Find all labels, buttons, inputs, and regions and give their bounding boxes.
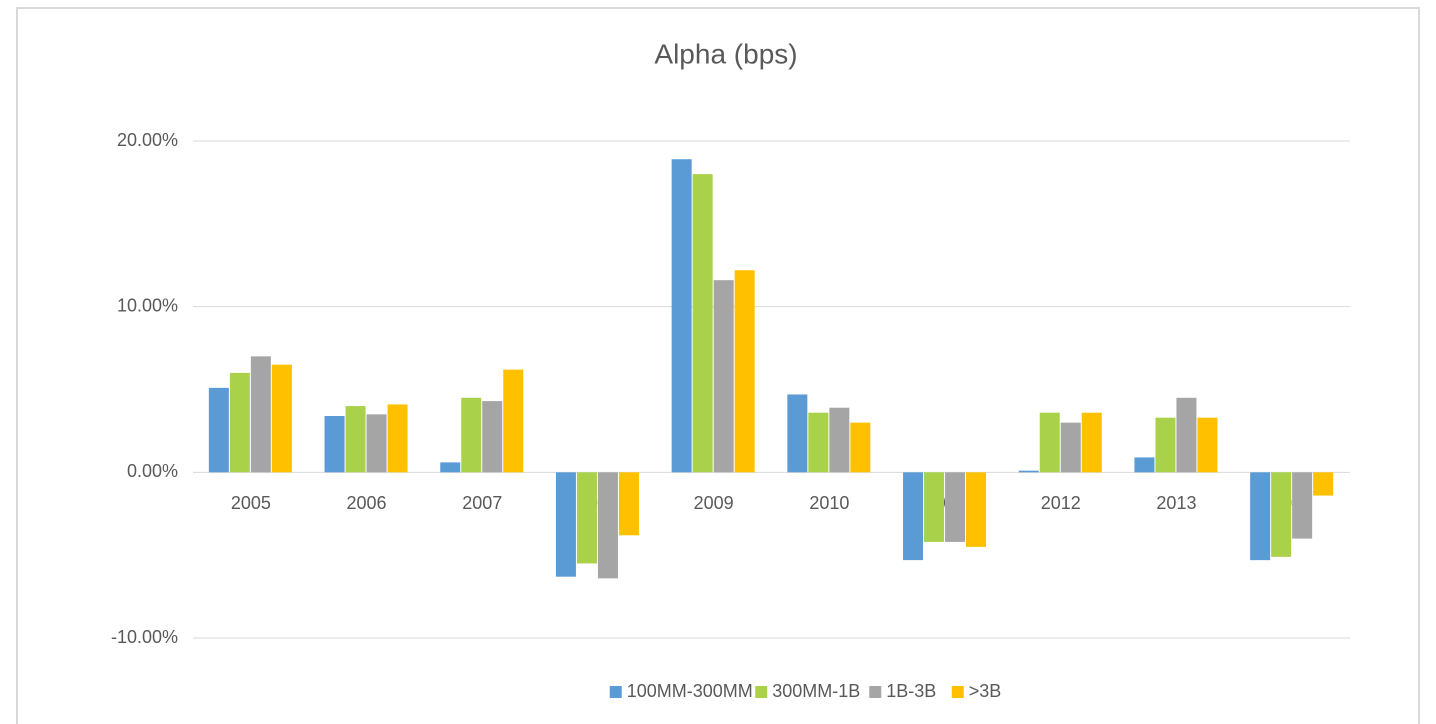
bar bbox=[229, 372, 250, 473]
bar bbox=[1250, 472, 1271, 561]
bar bbox=[808, 412, 829, 473]
bar bbox=[618, 472, 639, 536]
bar bbox=[250, 356, 271, 473]
chart-title: Alpha (bps) bbox=[654, 38, 797, 69]
bar bbox=[850, 422, 871, 473]
y-tick-label: 0.00% bbox=[127, 461, 178, 481]
bar bbox=[576, 472, 597, 564]
bar bbox=[324, 416, 345, 473]
x-tick-label: 2010 bbox=[809, 493, 849, 513]
bar bbox=[1155, 417, 1176, 473]
bar bbox=[734, 270, 755, 473]
x-tick-label: 2012 bbox=[1041, 493, 1081, 513]
bar bbox=[482, 401, 503, 473]
bar bbox=[1176, 397, 1197, 473]
bar bbox=[903, 472, 924, 561]
bar bbox=[829, 407, 850, 473]
legend-label: 1B-3B bbox=[886, 681, 936, 701]
bar bbox=[461, 397, 482, 473]
bar bbox=[503, 369, 524, 473]
bar bbox=[1313, 472, 1334, 496]
legend-label: 300MM-1B bbox=[772, 681, 860, 701]
y-tick-label: 10.00% bbox=[117, 295, 178, 315]
bar bbox=[966, 472, 987, 547]
bar bbox=[671, 159, 692, 473]
bar bbox=[945, 472, 966, 542]
legend-swatch bbox=[755, 686, 768, 698]
legend-swatch bbox=[869, 686, 882, 698]
y-tick-label: -10.00% bbox=[111, 627, 178, 647]
bar bbox=[1081, 412, 1102, 473]
bar bbox=[1197, 417, 1218, 473]
legend-label: 100MM-300MM bbox=[627, 681, 753, 701]
bar bbox=[387, 404, 408, 473]
x-tick-label: 2006 bbox=[347, 493, 387, 513]
bar bbox=[366, 414, 387, 473]
x-tick-label: 2005 bbox=[231, 493, 271, 513]
x-tick-label: 2007 bbox=[462, 493, 502, 513]
bar bbox=[597, 472, 618, 579]
bar bbox=[1134, 457, 1155, 473]
bar bbox=[1292, 472, 1313, 539]
bar bbox=[692, 174, 713, 473]
bar bbox=[787, 394, 808, 473]
legend-swatch bbox=[951, 686, 964, 698]
bar bbox=[1060, 422, 1081, 473]
bar bbox=[713, 280, 734, 473]
legend-label: >3B bbox=[969, 681, 1002, 701]
bar bbox=[1039, 412, 1060, 473]
bar bbox=[1271, 472, 1292, 557]
y-tick-label: 20.00% bbox=[117, 130, 178, 150]
bar bbox=[345, 406, 366, 473]
bar bbox=[1018, 470, 1039, 473]
bar bbox=[271, 364, 292, 473]
bar bbox=[440, 462, 461, 473]
bar bbox=[555, 472, 576, 577]
bar bbox=[924, 472, 945, 542]
legend-swatch bbox=[609, 686, 622, 698]
bar bbox=[208, 387, 229, 473]
x-tick-label: 2009 bbox=[694, 493, 734, 513]
x-tick-label: 2013 bbox=[1156, 493, 1196, 513]
